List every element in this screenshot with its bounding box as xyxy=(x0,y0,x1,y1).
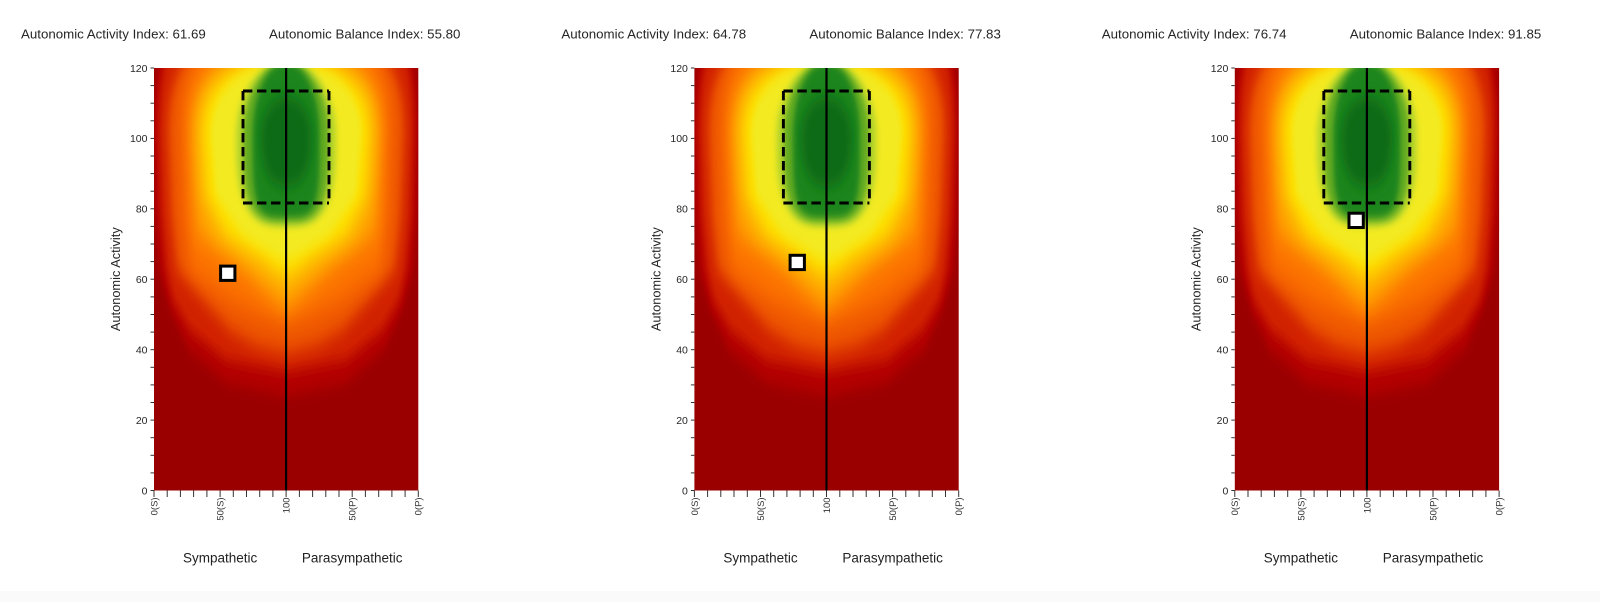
svg-text:Autonomic Balance Index: 91.85: Autonomic Balance Index: 91.85 xyxy=(1350,27,1541,42)
svg-text:Autonomic Activity Index: 64.7: Autonomic Activity Index: 64.78 xyxy=(561,27,746,42)
svg-text:Autonomic Balance Index: 55.80: Autonomic Balance Index: 55.80 xyxy=(269,27,460,42)
svg-text:Autonomic Activity Index: 61.6: Autonomic Activity Index: 61.69 xyxy=(21,27,206,42)
svg-text:Autonomic Balance Index: 77.83: Autonomic Balance Index: 77.83 xyxy=(809,27,1000,42)
svg-text:Autonomic Activity Index: 76.7: Autonomic Activity Index: 76.74 xyxy=(1102,27,1287,42)
